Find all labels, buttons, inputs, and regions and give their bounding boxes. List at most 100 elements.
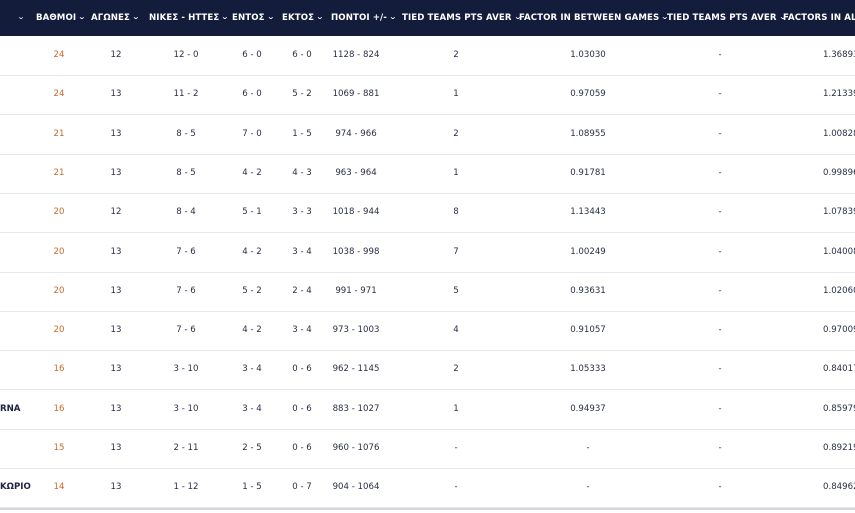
factors-all-cell: 0.99896	[823, 167, 855, 178]
points-diff-cell: 1128 - 824	[332, 50, 380, 60]
column-header-label: TIED TEAMS PTS AVER	[402, 13, 512, 23]
home-cell: 1 - 5	[242, 482, 262, 493]
team-name	[0, 350, 34, 389]
tied-pts-aver-2-cell: -	[718, 285, 722, 296]
factor-between-cell: 1.05333	[570, 364, 606, 375]
column-header-label: ΠΟΝΤΟΙ +/-	[331, 13, 387, 23]
factors-all-cell: 0.84962	[823, 482, 855, 493]
team-name	[0, 233, 34, 272]
tied-pts-aver-2-cell: -	[718, 50, 722, 60]
factor-between-cell: 0.91057	[570, 325, 606, 336]
table-row[interactable]: 20 13 7 - 6 4 - 2 3 - 4 973 - 1003 4 0.91057 - 0.…	[0, 311, 855, 352]
column-header-games[interactable]: ΑΓΩΝΕΣ ⌄	[91, 0, 140, 36]
points-cell: 20	[53, 285, 65, 296]
wins-losses-cell: 7 - 6	[176, 246, 196, 257]
column-header-points-diff[interactable]: ΠΟΝΤΟΙ +/- ⌄	[331, 0, 397, 36]
table-row[interactable]: 24 12 12 - 0 6 - 0 6 - 0 1128 - 824 2 1.03030 - 1…	[0, 36, 855, 76]
table-row[interactable]: 21 13 8 - 5 7 - 0 1 - 5 974 - 966 2 1.08955 - 1.0…	[0, 115, 855, 155]
chevron-down-icon[interactable]: ⌄	[16, 13, 26, 21]
team-name	[0, 75, 34, 114]
team-name	[0, 311, 34, 350]
table-row[interactable]: ΚΩΡΙΟ 14 13 1 - 12 1 - 5 0 - 7 904 - 1064 - - - 0.…	[0, 468, 855, 509]
points-diff-cell: 1018 - 944	[332, 207, 380, 218]
factors-all-cell: 0.84017	[823, 364, 855, 375]
chevron-down-icon: ⌄	[77, 13, 87, 21]
tied-pts-aver-2-cell: -	[718, 482, 722, 493]
chevron-down-icon: ⌄	[778, 13, 787, 21]
column-header-tied-pts-aver[interactable]: TIED TEAMS PTS AVER ⌄	[402, 0, 522, 36]
points-cell: 16	[53, 364, 65, 375]
chevron-down-icon: ⌄	[221, 13, 230, 21]
table-row[interactable]: 15 13 2 - 11 2 - 5 0 - 6 960 - 1076 - - - 0.89219	[0, 429, 855, 469]
table-row[interactable]: 20 13 7 - 6 4 - 2 3 - 4 1038 - 998 7 1.00249 - 1.…	[0, 233, 855, 273]
away-cell: 3 - 4	[292, 246, 312, 257]
tied-pts-aver-cell: 5	[453, 285, 459, 296]
factor-between-cell: 1.08955	[570, 128, 606, 139]
team-name	[0, 429, 34, 468]
tied-pts-aver-cell: 2	[453, 50, 459, 60]
points-cell: 24	[53, 50, 65, 60]
factors-all-cell: 1.04008	[823, 246, 855, 257]
away-cell: 4 - 3	[292, 167, 312, 178]
factors-all-cell: 0.85979	[823, 403, 855, 414]
points-diff-cell: 962 - 1145	[332, 364, 380, 375]
column-header-points[interactable]: ΒΑΘΜΟΙ ⌄	[36, 0, 87, 36]
factors-all-cell: 1.07839	[823, 207, 855, 218]
tied-pts-aver-cell: 1	[453, 403, 459, 414]
wins-losses-cell: 11 - 2	[173, 89, 199, 100]
away-cell: 0 - 6	[292, 364, 312, 375]
home-cell: 6 - 0	[242, 89, 262, 100]
table-row[interactable]: 20 12 8 - 4 5 - 1 3 - 3 1018 - 944 8 1.13443 - 1.…	[0, 193, 855, 234]
factor-between-cell: 0.97059	[570, 89, 606, 100]
table-row[interactable]: 24 13 11 - 2 6 - 0 5 - 2 1069 - 881 1 0.97059 - 1…	[0, 75, 855, 116]
column-header-tied-pts-aver-2[interactable]: TIED TEAMS PTS AVER ⌄	[667, 0, 787, 36]
tied-pts-aver-2-cell: -	[718, 443, 722, 453]
tied-pts-aver-2-cell: -	[718, 167, 722, 178]
points-cell: 20	[53, 246, 65, 257]
tied-pts-aver-2-cell: -	[718, 89, 722, 100]
factor-between-cell: -	[586, 443, 590, 453]
column-header-factors-all[interactable]: FACTORS IN ALL⌄	[783, 0, 855, 36]
column-header-label: ΕΚΤΟΣ	[282, 13, 315, 23]
points-diff-cell: 883 - 1027	[332, 403, 380, 414]
wins-losses-cell: 8 - 5	[176, 167, 196, 178]
table-row[interactable]: 21 13 8 - 5 4 - 2 4 - 3 963 - 964 1 0.91781 - 0.9…	[0, 154, 855, 194]
tied-pts-aver-cell: 4	[453, 325, 459, 336]
home-cell: 4 - 2	[242, 167, 262, 178]
factor-between-cell: -	[586, 482, 590, 493]
team-name	[0, 36, 34, 75]
games-cell: 13	[110, 403, 122, 414]
games-cell: 13	[110, 285, 122, 296]
column-header-away[interactable]: ΕΚΤΟΣ ⌄	[282, 0, 324, 36]
column-header-wins-losses[interactable]: ΝΙΚΕΣ - ΗΤΤΕΣ ⌄	[149, 0, 230, 36]
column-header-label: TIED TEAMS PTS AVER	[667, 13, 777, 23]
points-diff-cell: 974 - 966	[335, 128, 377, 139]
games-cell: 13	[110, 325, 122, 336]
tied-pts-aver-2-cell: -	[718, 325, 722, 336]
away-cell: 0 - 6	[292, 443, 312, 453]
wins-losses-cell: 12 - 0	[173, 50, 199, 60]
points-cell: 15	[53, 443, 65, 453]
factor-between-cell: 0.93631	[570, 285, 606, 296]
team-name	[0, 115, 34, 154]
table-row[interactable]: 20 13 7 - 6 5 - 2 2 - 4 991 - 971 5 0.93631 - 1.0…	[0, 272, 855, 312]
team-name: ΚΩΡΙΟ	[0, 482, 31, 493]
tied-pts-aver-2-cell: -	[718, 403, 722, 414]
away-cell: 5 - 2	[292, 89, 312, 100]
table-row[interactable]: 16 13 3 - 10 3 - 4 0 - 6 962 - 1145 2 1.05333 - 0…	[0, 350, 855, 391]
column-header-home[interactable]: ΕΝΤΟΣ ⌄	[232, 0, 275, 36]
points-cell: 20	[53, 207, 65, 218]
points-diff-cell: 904 - 1064	[332, 482, 380, 493]
wins-losses-cell: 3 - 10	[173, 364, 199, 375]
table-row[interactable]: RNA 16 13 3 - 10 3 - 4 0 - 6 883 - 1027 1 0.9493…	[0, 390, 855, 430]
tied-pts-aver-2-cell: -	[718, 364, 722, 375]
factors-all-cell: 1.02060	[823, 285, 855, 296]
wins-losses-cell: 7 - 6	[176, 285, 196, 296]
tied-pts-aver-cell: 2	[453, 364, 459, 375]
home-cell: 6 - 0	[242, 50, 262, 60]
column-header-factor-between[interactable]: FACTOR IN BETWEEN GAMES ⌄	[519, 0, 669, 36]
games-cell: 13	[110, 482, 122, 493]
home-cell: 3 - 4	[242, 403, 262, 414]
points-diff-cell: 973 - 1003	[332, 325, 380, 336]
